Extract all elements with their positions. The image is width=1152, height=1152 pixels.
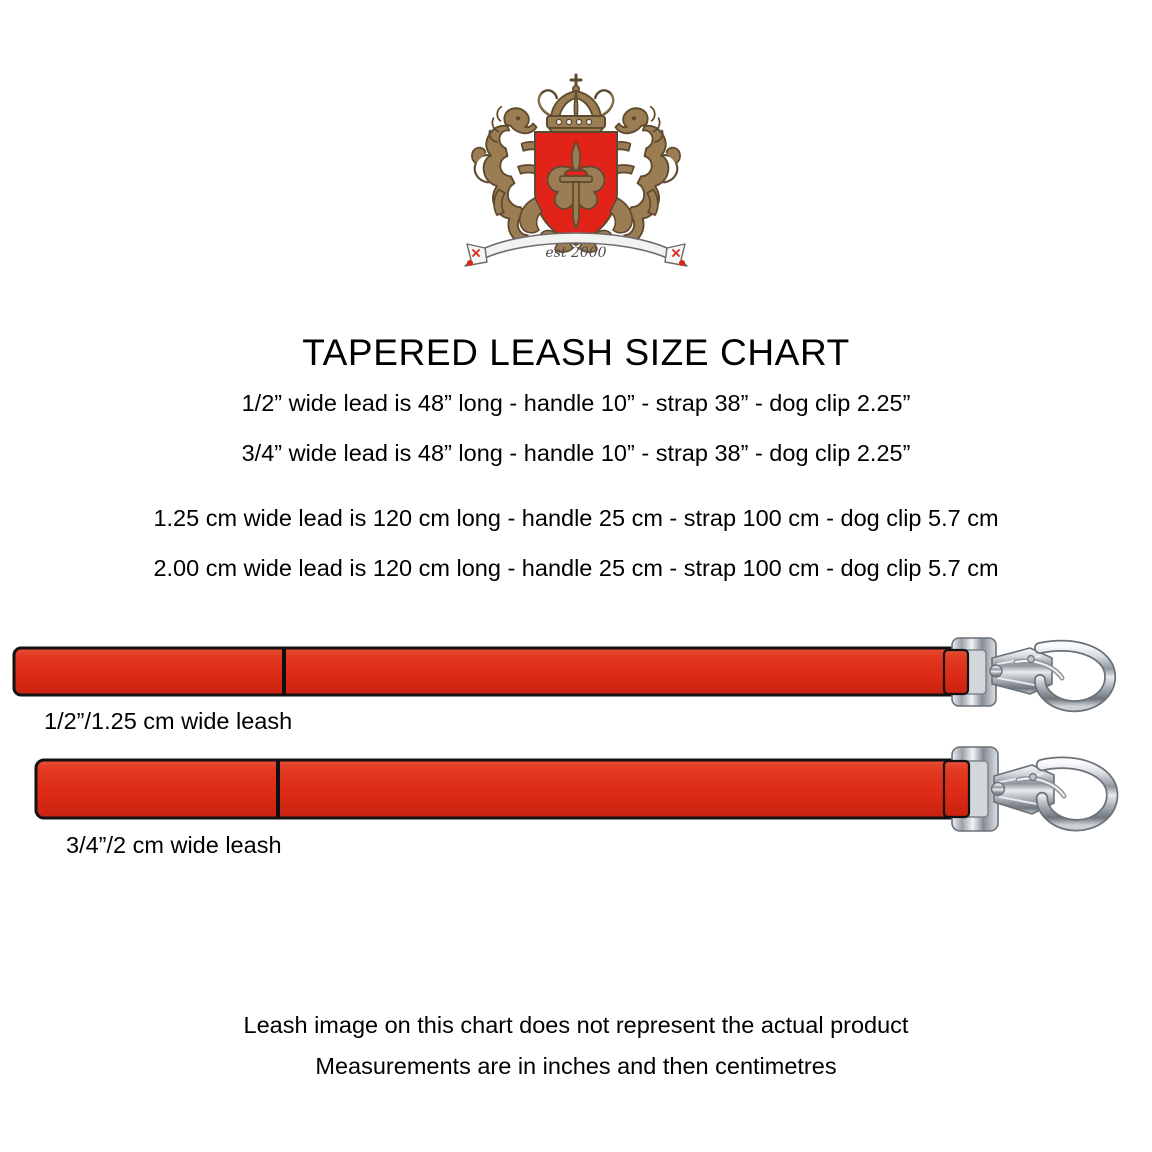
strap-body (12, 646, 968, 697)
leash-label-1: 1/2”/1.25 cm wide leash (44, 708, 293, 734)
strap-body (34, 758, 968, 820)
leash-label-2: 3/4”/2 cm wide leash (66, 832, 282, 858)
ribbon-cross-icon (472, 249, 680, 257)
fleur-de-lis-icon (546, 141, 606, 229)
shield-escutcheon (534, 131, 618, 247)
snap-hook-clip (942, 746, 1119, 832)
footer-line-2: Measurements are in inches and then cent… (315, 1052, 837, 1079)
leash-graphic-half-inch (12, 637, 1117, 713)
logo-container: est 2000 (0, 70, 1152, 270)
spec-line-imperial-2: 3/4” wide lead is 48” long - handle 10” … (241, 439, 911, 466)
page-title: TAPERED LEASH SIZE CHART (302, 331, 850, 373)
banner-text: est 2000 (545, 245, 606, 261)
spec-line-metric-1: 1.25 cm wide lead is 120 cm long - handl… (153, 505, 999, 531)
spec-line-imperial-1: 1/2” wide lead is 48” long - handle 10” … (241, 390, 911, 416)
heraldic-crest-logo: est 2000 (464, 73, 688, 267)
footer-line-1: Leash image on this chart does not repre… (243, 1012, 909, 1038)
footer-notes: Leash image on this chart does not repre… (0, 1012, 1152, 1079)
leash-diagram-2 (0, 742, 1152, 862)
spec-line-metric-2: 2.00 cm wide lead is 120 cm long - handl… (153, 554, 999, 581)
banner-ribbon: est 2000 (464, 232, 688, 267)
spec-list-imperial: 1/2” wide lead is 48” long - handle 10” … (0, 390, 1152, 466)
spec-list-metric: 1.25 cm wide lead is 120 cm long - handl… (0, 505, 1152, 581)
crown-icon (537, 73, 615, 135)
leash-graphic-three-quarter-inch (34, 746, 1119, 832)
leash-diagram-1 (0, 628, 1152, 738)
snap-hook-clip (942, 637, 1117, 713)
